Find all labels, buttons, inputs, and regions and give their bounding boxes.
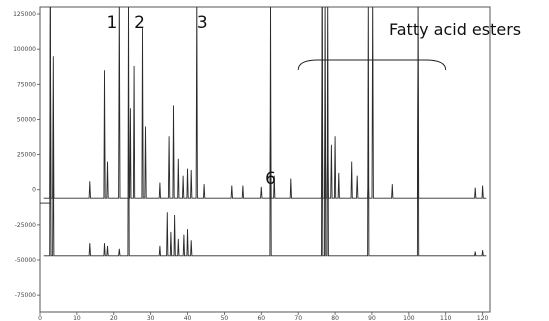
fatty-acid-esters-bracket [297, 59, 447, 71]
y-tick-label: 100000 [13, 46, 36, 53]
chromatogram-traces [40, 7, 487, 257]
x-tick-label: 10 [73, 315, 81, 321]
trace-2 [43, 7, 487, 257]
x-tick-label: 0 [38, 315, 42, 321]
x-tick-label: 30 [147, 315, 155, 321]
x-tick-label: 110 [440, 315, 452, 321]
peak-label-2: 2 [134, 13, 145, 33]
x-tick-label: 50 [221, 315, 229, 321]
peak-label-6: 6 [265, 169, 276, 189]
y-tick-label: 25000 [17, 152, 36, 159]
y-tick-label: 125000 [13, 11, 36, 18]
y-tick-label: 0 [32, 187, 36, 194]
fatty-acid-esters-label: Fatty acid esters [389, 20, 521, 39]
y-tick-label: -50000 [15, 257, 36, 264]
fatty-acid-esters-annotation: Fatty acid esters [297, 20, 521, 71]
trace-1 [43, 7, 487, 199]
y-tick-label: -25000 [15, 222, 36, 229]
x-tick-label: 90 [368, 315, 376, 321]
plot-frame [39, 6, 491, 313]
x-tick-label: 20 [110, 315, 118, 321]
peak-label-3: 3 [197, 13, 208, 33]
x-tick-label: 80 [331, 315, 339, 321]
x-tick-label: 100 [403, 315, 415, 321]
y-tick-label: 75000 [17, 81, 36, 88]
peak-labels: 1 2 3 6 [106, 13, 275, 189]
x-tick-label: 40 [184, 315, 192, 321]
y-tick-label: 50000 [17, 116, 36, 123]
x-tick-label: 120 [477, 315, 489, 321]
peak-label-1: 1 [106, 13, 117, 33]
axes: 0 10 20 30 40 50 60 70 80 90 100 110 120125000100000… [13, 6, 491, 321]
x-tick-label: 60 [257, 315, 265, 321]
y-tick-label: -75000 [15, 292, 36, 299]
x-tick-label: 70 [294, 315, 302, 321]
